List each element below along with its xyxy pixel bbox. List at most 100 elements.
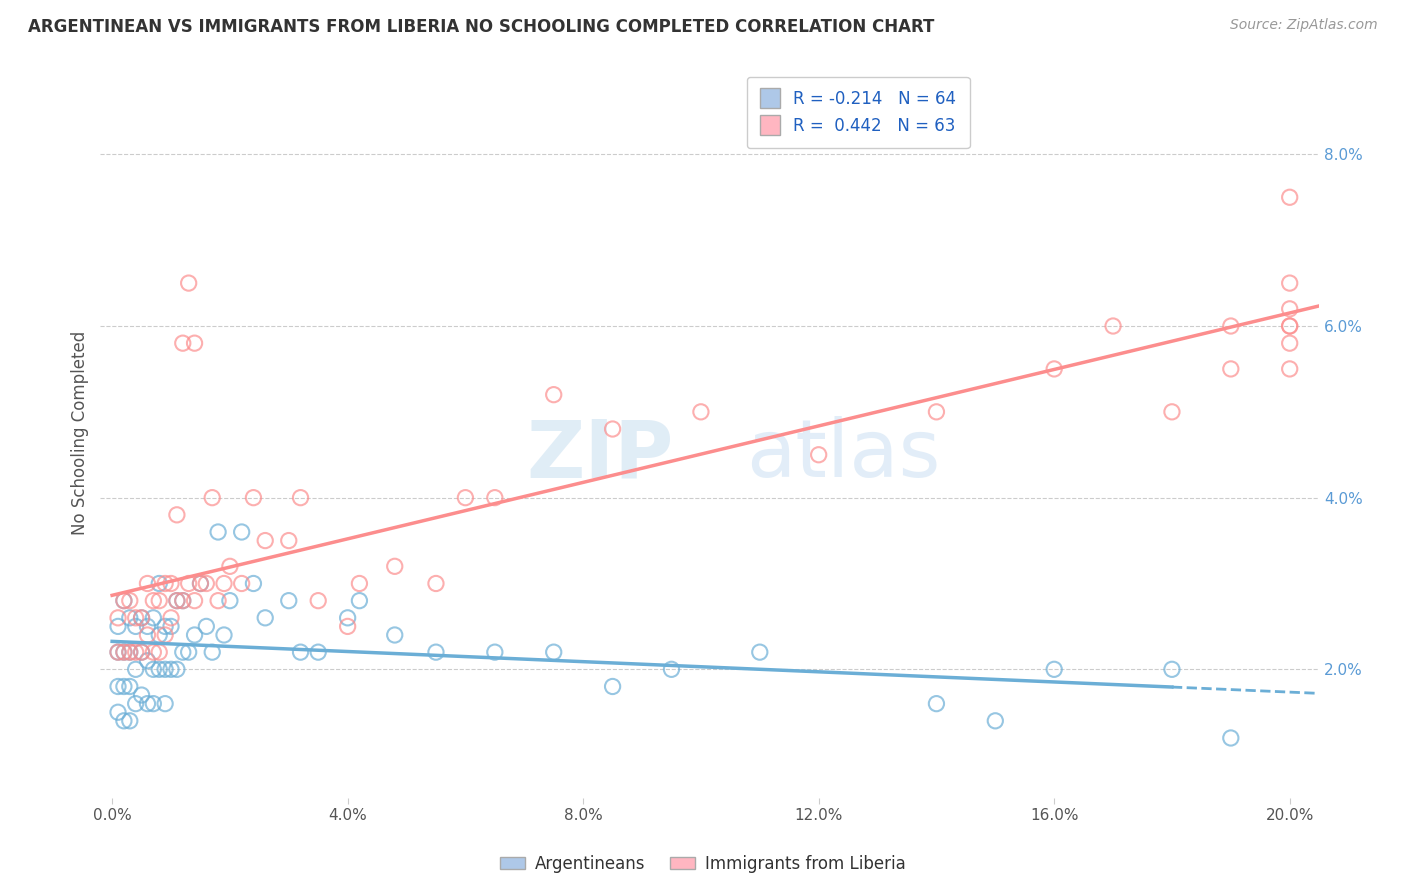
Text: Source: ZipAtlas.com: Source: ZipAtlas.com xyxy=(1230,18,1378,32)
Point xyxy=(1278,301,1301,316)
Point xyxy=(336,619,359,633)
Point xyxy=(1161,405,1184,419)
Point xyxy=(136,576,159,591)
Point xyxy=(984,714,1007,728)
Point xyxy=(142,662,165,676)
Point xyxy=(160,576,183,591)
Point xyxy=(183,628,205,642)
Point xyxy=(925,405,948,419)
Point xyxy=(242,491,264,505)
Point xyxy=(1278,336,1301,351)
Point xyxy=(1278,362,1301,376)
Point xyxy=(183,336,205,351)
Point xyxy=(160,662,183,676)
Point xyxy=(307,645,329,659)
Point xyxy=(148,576,170,591)
Legend: Argentineans, Immigrants from Liberia: Argentineans, Immigrants from Liberia xyxy=(494,848,912,880)
Point xyxy=(212,628,235,642)
Point xyxy=(131,611,153,625)
Point xyxy=(219,593,242,607)
Point xyxy=(484,645,506,659)
Point xyxy=(1278,190,1301,204)
Point xyxy=(142,645,165,659)
Point xyxy=(172,336,194,351)
Point xyxy=(425,576,447,591)
Point xyxy=(148,662,170,676)
Point xyxy=(1278,276,1301,290)
Point xyxy=(1161,662,1184,676)
Point xyxy=(142,611,165,625)
Point xyxy=(153,619,176,633)
Point xyxy=(112,645,135,659)
Point xyxy=(107,680,129,694)
Point xyxy=(131,688,153,702)
Point xyxy=(136,619,159,633)
Point xyxy=(160,619,183,633)
Point xyxy=(131,611,153,625)
Point xyxy=(349,576,371,591)
Point xyxy=(201,491,224,505)
Point xyxy=(807,448,830,462)
Point xyxy=(124,645,146,659)
Point xyxy=(212,576,235,591)
Point xyxy=(142,697,165,711)
Y-axis label: No Schooling Completed: No Schooling Completed xyxy=(72,331,89,535)
Point xyxy=(602,680,624,694)
Point xyxy=(118,714,141,728)
Point xyxy=(136,628,159,642)
Point xyxy=(177,276,200,290)
Point xyxy=(177,576,200,591)
Point xyxy=(336,611,359,625)
Point xyxy=(277,533,299,548)
Point xyxy=(349,593,371,607)
Point xyxy=(195,576,218,591)
Point xyxy=(1278,318,1301,333)
Point xyxy=(207,593,229,607)
Point xyxy=(131,645,153,659)
Point xyxy=(543,645,565,659)
Point xyxy=(142,593,165,607)
Legend: R = -0.214   N = 64, R =  0.442   N = 63: R = -0.214 N = 64, R = 0.442 N = 63 xyxy=(747,77,970,148)
Point xyxy=(172,593,194,607)
Point xyxy=(690,405,713,419)
Point xyxy=(118,645,141,659)
Point xyxy=(219,559,242,574)
Point xyxy=(118,680,141,694)
Point xyxy=(166,508,188,522)
Point xyxy=(172,645,194,659)
Point xyxy=(112,680,135,694)
Point xyxy=(748,645,770,659)
Point xyxy=(131,645,153,659)
Point xyxy=(207,524,229,539)
Point xyxy=(1043,662,1066,676)
Point xyxy=(118,593,141,607)
Point xyxy=(124,611,146,625)
Point xyxy=(124,697,146,711)
Point xyxy=(1102,318,1125,333)
Point xyxy=(153,576,176,591)
Point xyxy=(148,645,170,659)
Point xyxy=(166,593,188,607)
Point xyxy=(166,662,188,676)
Point xyxy=(201,645,224,659)
Point xyxy=(118,611,141,625)
Point xyxy=(112,714,135,728)
Point xyxy=(107,611,129,625)
Point xyxy=(1278,318,1301,333)
Point xyxy=(242,576,264,591)
Point xyxy=(484,491,506,505)
Point xyxy=(160,611,183,625)
Point xyxy=(190,576,212,591)
Point xyxy=(172,593,194,607)
Point xyxy=(124,662,146,676)
Point xyxy=(1043,362,1066,376)
Point xyxy=(107,645,129,659)
Point xyxy=(107,645,129,659)
Point xyxy=(1219,731,1241,745)
Point xyxy=(112,645,135,659)
Point xyxy=(290,645,312,659)
Point xyxy=(231,576,253,591)
Point xyxy=(384,559,406,574)
Point xyxy=(112,593,135,607)
Point xyxy=(384,628,406,642)
